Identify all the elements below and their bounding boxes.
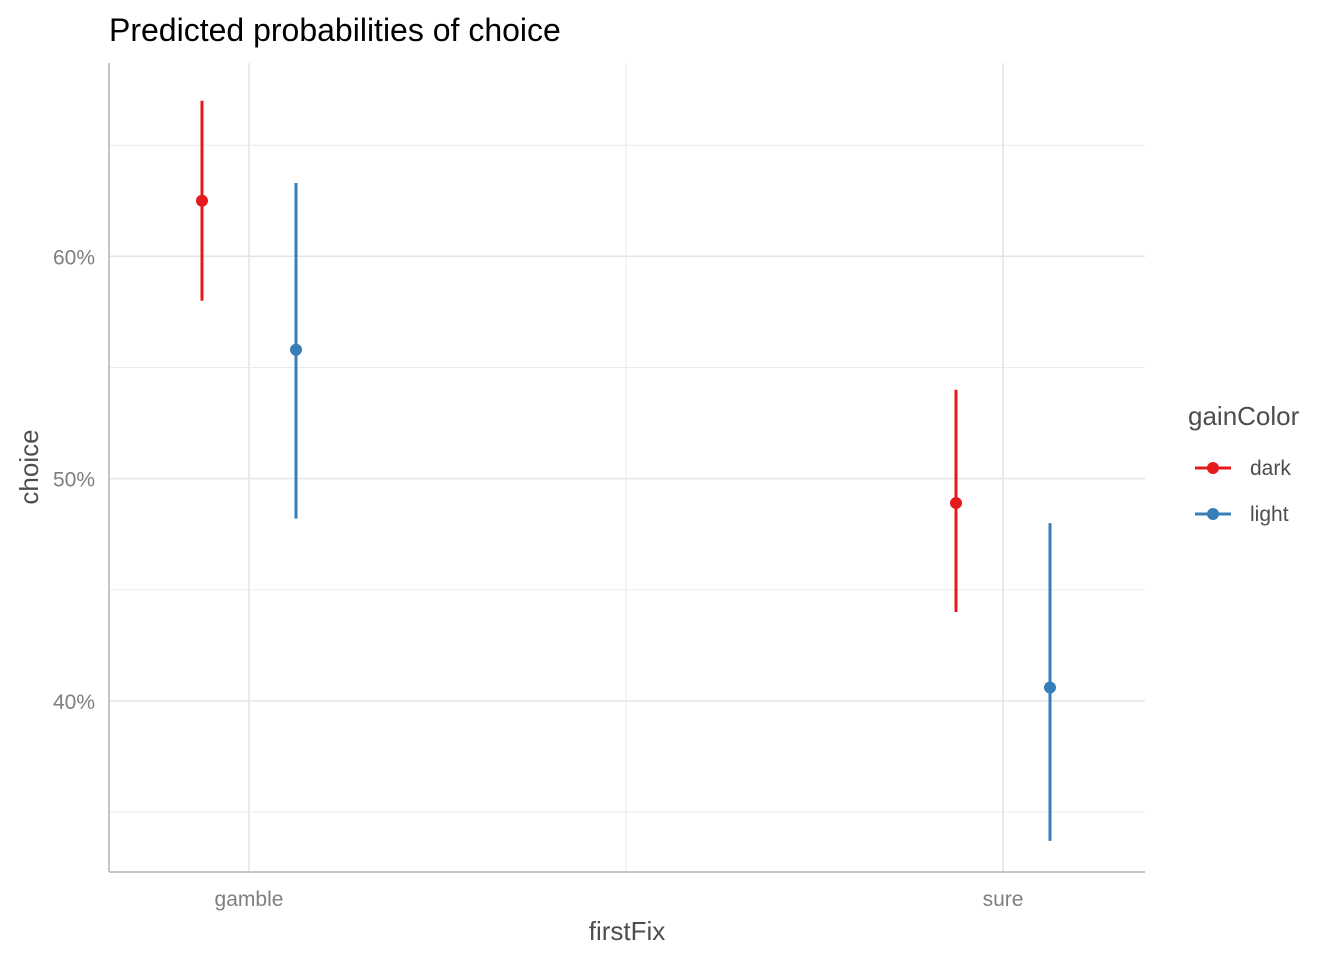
y-tick-label: 50% <box>53 469 95 492</box>
x-axis-title: firstFix <box>589 916 666 946</box>
chart-title: Predicted probabilities of choice <box>109 12 561 48</box>
y-axis-title: choice <box>14 429 44 504</box>
legend: gainColor dark light <box>1188 401 1300 526</box>
y-tick-labels: 40% 50% 60% <box>53 246 95 714</box>
point-dark-sure <box>950 497 962 510</box>
x-tick-label: gamble <box>215 888 284 911</box>
x-tick-label: sure <box>983 888 1024 911</box>
legend-title: gainColor <box>1188 401 1300 431</box>
legend-label-light: light <box>1250 503 1289 526</box>
legend-key-point-light <box>1207 508 1219 520</box>
point-light-sure <box>1044 681 1056 694</box>
data-marks <box>196 100 1056 841</box>
legend-label-dark: dark <box>1250 457 1291 480</box>
legend-key-point-dark <box>1207 462 1219 474</box>
point-light-gamble <box>290 343 302 356</box>
x-tick-labels: gamble sure <box>215 888 1024 911</box>
grid <box>109 63 1145 872</box>
y-tick-label: 60% <box>53 246 95 269</box>
point-dark-gamble <box>196 194 208 207</box>
y-tick-label: 40% <box>53 691 95 714</box>
